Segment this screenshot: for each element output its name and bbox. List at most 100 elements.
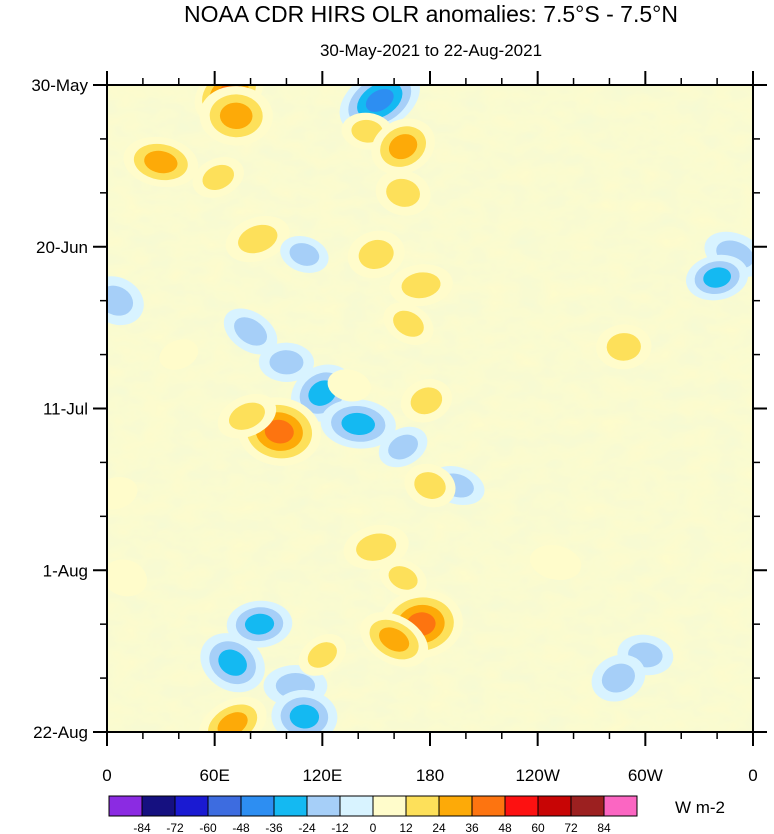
anomaly-contour	[703, 267, 731, 288]
chart-subtitle: 30-May-2021 to 22-Aug-2021	[320, 41, 542, 60]
anomaly-feature	[591, 654, 646, 702]
x-tick-label: 0	[748, 766, 757, 785]
colorbar-label: -24	[298, 821, 316, 834]
anomaly-contour	[393, 310, 424, 337]
anomaly-contour	[264, 419, 294, 444]
anomaly-features	[107, 85, 753, 732]
anomaly-feature	[226, 600, 293, 648]
colorbar-label: -60	[199, 821, 217, 834]
anomaly-contour	[388, 434, 419, 460]
y-tick-label: 20-Jun	[36, 238, 88, 257]
colorbar-box	[306, 795, 341, 817]
anomaly-feature	[347, 230, 405, 279]
anomaly-contour	[414, 472, 446, 499]
anomaly-contour	[410, 387, 443, 415]
colorbar-box	[603, 795, 638, 817]
colorbar-box	[339, 795, 374, 817]
colorbar-label: 36	[465, 821, 479, 834]
anomaly-feature	[596, 324, 652, 370]
anomaly-feature	[258, 342, 315, 382]
x-tick-label: 0	[102, 766, 111, 785]
colorbar-label: -72	[166, 821, 184, 834]
anomaly-contour	[218, 649, 247, 676]
anomaly-contour	[386, 178, 421, 207]
colorbar-label: 48	[498, 821, 512, 834]
anomaly-contour	[341, 412, 375, 435]
anomaly-feature	[223, 308, 278, 355]
y-axis: 30-May 20-Jun 11-Jul 1-Aug 22-Aug	[31, 76, 767, 742]
anomaly-contour	[365, 88, 394, 112]
anomaly-contour	[159, 339, 199, 370]
anomaly-feature	[379, 558, 427, 598]
colorbar-box	[504, 795, 539, 817]
anomaly-feature	[123, 136, 199, 188]
anomaly-feature	[280, 235, 329, 273]
anomaly-contour	[401, 272, 441, 299]
anomaly-feature	[107, 476, 138, 510]
colorbar-box	[207, 795, 242, 817]
colorbar-box	[174, 795, 209, 817]
anomaly-feature	[199, 86, 273, 146]
anomaly-feature	[375, 170, 431, 216]
anomaly-contour	[388, 134, 418, 160]
anomaly-contour	[289, 704, 320, 729]
anomaly-feature	[343, 524, 409, 570]
colorbar-box	[141, 795, 176, 817]
colorbar-label: -48	[232, 821, 250, 834]
anomaly-feature	[685, 254, 749, 301]
anomaly-contour	[238, 224, 278, 254]
anomaly-feature	[271, 689, 338, 732]
y-tick-label: 11-Jul	[43, 400, 88, 419]
colorbar-box	[471, 795, 506, 817]
anomaly-feature	[389, 264, 453, 307]
y-tick-label: 22-Aug	[33, 723, 88, 742]
anomaly-contour	[529, 545, 582, 581]
anomaly-feature	[404, 463, 456, 508]
anomaly-feature	[298, 634, 347, 676]
anomaly-contour	[244, 613, 275, 635]
anomaly-feature	[371, 118, 435, 175]
anomaly-contour	[234, 317, 268, 346]
anomaly-contour	[356, 533, 397, 561]
x-tick-label: 120E	[302, 766, 342, 785]
colorbar-units: W m-2	[675, 798, 725, 817]
anomaly-contour	[351, 119, 383, 143]
x-tick-label: 180	[416, 766, 444, 785]
anomaly-feature	[198, 696, 267, 732]
x-tick-label: 60E	[200, 766, 230, 785]
colorbar-label: -12	[331, 821, 349, 834]
anomaly-contour	[202, 164, 235, 190]
anomaly-contour	[217, 712, 248, 732]
colorbar-label: 60	[531, 821, 545, 834]
chart-title: NOAA CDR HIRS OLR anomalies: 7.5°S - 7.5…	[184, 1, 678, 27]
anomaly-feature	[378, 426, 428, 468]
colorbar-label: 72	[564, 821, 578, 834]
y-tick-label: 30-May	[31, 76, 88, 95]
colorbar-box	[108, 795, 143, 817]
anomaly-contour	[379, 627, 410, 652]
x-tick-label: 60W	[628, 766, 663, 785]
colorbar-box	[273, 795, 308, 817]
anomaly-feature	[192, 157, 244, 198]
anomaly-feature	[327, 369, 371, 402]
colorbar-box	[537, 795, 572, 817]
colorbar-box	[405, 795, 440, 817]
anomaly-contour	[388, 566, 418, 590]
colorbar-box	[372, 795, 407, 817]
colorbar-label: 0	[370, 821, 377, 834]
anomaly-feature	[217, 393, 277, 439]
anomaly-contour	[107, 559, 148, 597]
anomaly-contour	[219, 102, 253, 130]
anomaly-feature	[383, 302, 434, 345]
anomaly-contour	[144, 150, 178, 174]
anomaly-contour	[107, 476, 138, 510]
x-tick-label: 120W	[515, 766, 559, 785]
colorbar-label: 12	[399, 821, 413, 834]
anomaly-contour	[289, 243, 320, 266]
y-tick-label: 1-Aug	[43, 561, 88, 580]
anomaly-contour	[601, 663, 635, 693]
anomaly-contour	[606, 333, 641, 361]
anomaly-feature	[400, 379, 452, 423]
colorbar-label: -84	[133, 821, 151, 834]
